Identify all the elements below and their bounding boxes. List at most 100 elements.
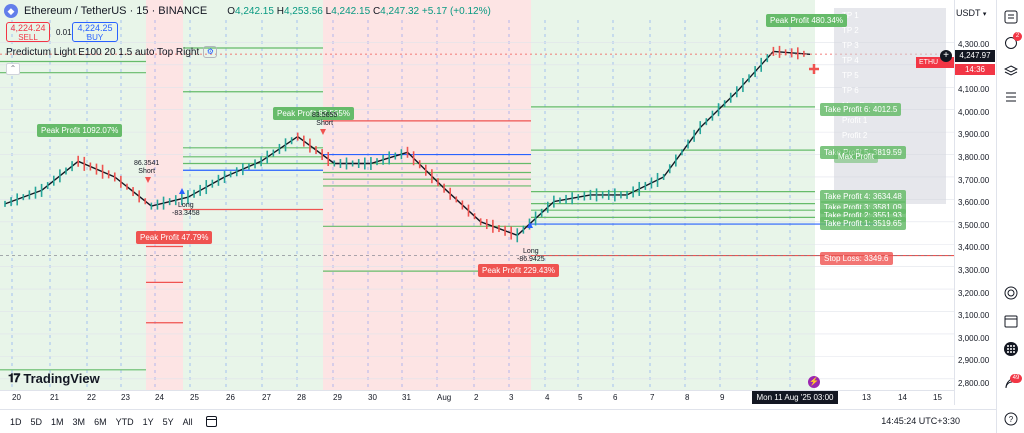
long-signal-label: Long -86.9425 [517, 248, 545, 263]
peak-profit-label: Peak Profit 47.79% [136, 231, 213, 244]
time-tick: 14 [898, 393, 907, 402]
sell-price: 4,224.24 [10, 23, 46, 33]
alerts-badge: 49 [1010, 374, 1022, 383]
target-icon[interactable] [1004, 286, 1018, 300]
range-3m-button[interactable]: 3M [72, 416, 86, 427]
price-tick: 3,800.00 [958, 153, 990, 162]
stop-loss-label: Stop Loss: 3349.6 [820, 252, 893, 265]
calendar-icon[interactable] [205, 416, 217, 427]
buy-label: BUY [86, 33, 104, 42]
regime-zone [183, 0, 323, 390]
tradingview-logo[interactable]: 𝟏𝟕 TradingView [8, 371, 100, 386]
layers-icon[interactable] [1004, 64, 1018, 78]
indicator-label[interactable]: Predictum Light E100 20 1.5 auto Top Rig… [6, 46, 200, 58]
price-tick: 3,000.00 [958, 333, 990, 343]
range-5d-button[interactable]: 5D [30, 416, 43, 427]
long-arrow-icon [527, 222, 533, 228]
short-arrow-icon [320, 129, 326, 135]
short-signal-label: 83.5655 Short [312, 112, 338, 127]
max-profit-label: Max Profit [834, 150, 879, 163]
price-tick: 3,500.00 [958, 220, 990, 230]
range-1m-button[interactable]: 1M [51, 416, 64, 427]
take-profit-1-label: Take Profit 1: 3519.65 [820, 217, 906, 230]
stats-row: TP 4 [842, 56, 859, 65]
currency-selector[interactable]: USDT ▾ [956, 8, 987, 18]
chart-area[interactable]: ◆ Ethereum / TetherUS · 15 · BINANCE O4,… [0, 0, 954, 405]
price-tick: 3,300.00 [958, 266, 990, 275]
stats-row: Profit 2 [842, 131, 868, 140]
short-signal-label: 86.3541 Short [134, 160, 160, 175]
symbol-tag: ETHU [916, 57, 954, 68]
regime-zone [531, 0, 815, 390]
event-lightning-icon[interactable]: ⚡ [808, 376, 820, 388]
time-tick: 5 [578, 393, 583, 402]
time-tick: 25 [190, 393, 199, 402]
range-1y-button[interactable]: 1Y [142, 416, 154, 427]
indicator-legend[interactable]: Predictum Light E100 20 1.5 auto Top Rig… [6, 46, 218, 58]
ohlc-readout: O4,242.15 H4,253.56 L4,242.15 C4,247.32 … [227, 5, 491, 17]
price-chart[interactable] [0, 0, 954, 390]
regime-zone [323, 0, 531, 390]
price-tick: 4,000.00 [958, 107, 990, 117]
stats-row: TP 1 [842, 11, 859, 20]
chevron-down-icon: ▾ [982, 11, 987, 18]
price-tick: 3,700.00 [958, 175, 990, 185]
ethereum-icon: ◆ [4, 4, 18, 18]
chat-icon[interactable] [1004, 36, 1018, 50]
time-tick: 31 [402, 393, 411, 402]
price-tick: 3,600.00 [958, 198, 990, 208]
time-tick: 15 [933, 393, 942, 402]
crosshair-plus-icon [809, 64, 819, 74]
notification-badge: 2 [1013, 32, 1022, 41]
peak-profit-label: Peak Profit 83.565% [273, 107, 354, 120]
stats-row: TP 6 [842, 86, 859, 95]
short-arrow-icon [145, 177, 151, 183]
settings-icon[interactable]: ⚙ [203, 46, 218, 58]
stats-row: Profit 1 [842, 116, 868, 125]
utc-clock[interactable]: 14:45:24 UTC+3:30 [881, 416, 960, 426]
range-5y-button[interactable]: 5Y [162, 416, 174, 427]
apps-grid-icon[interactable] [1004, 342, 1018, 356]
time-tick: 22 [87, 393, 96, 402]
collapse-legend-button[interactable]: ⌃ [6, 63, 20, 75]
stats-row: TP 3 [842, 41, 859, 50]
time-axis[interactable] [0, 390, 954, 405]
price-tick: 3,900.00 [958, 130, 990, 140]
time-tick: Aug [437, 393, 452, 402]
time-tick: 21 [50, 393, 59, 402]
bar-countdown: 14:36 [955, 64, 995, 75]
take-profit-6-label: Take Profit 6: 4012.5 [820, 103, 902, 116]
price-tick: 3,100.00 [958, 311, 990, 321]
time-tick: 7 [650, 393, 655, 402]
sell-button[interactable]: 4,224.24 SELL [6, 22, 50, 42]
calendar-grid-icon[interactable] [1004, 314, 1018, 328]
current-price-tag: 4,247.97 [955, 50, 995, 62]
stats-row: TP 5 [842, 71, 859, 80]
range-ytd-button[interactable]: YTD [115, 416, 134, 427]
range-1d-button[interactable]: 1D [10, 416, 22, 427]
spread-value: 0.01 [56, 28, 72, 37]
buy-price: 4,224.25 [77, 23, 113, 33]
time-tick: 29 [333, 393, 342, 402]
help-icon[interactable]: ? [1004, 412, 1018, 426]
watchlist-icon[interactable] [1004, 10, 1018, 24]
long-arrow-icon [179, 188, 185, 194]
price-tick: 4,100.00 [958, 85, 990, 95]
peak-profit-label: Peak Profit 480.34% [766, 14, 847, 27]
symbol-title[interactable]: Ethereum / TetherUS · 15 · BINANCE [24, 5, 208, 17]
add-plus-icon[interactable]: + [940, 50, 952, 62]
price-tick: 2,800.00 [958, 379, 990, 388]
right-sidebar: 2 49 ? [996, 0, 1024, 433]
price-tick: 2,900.00 [958, 356, 990, 366]
buy-button[interactable]: 4,224.25 BUY [72, 22, 118, 42]
range-all-button[interactable]: All [182, 416, 193, 427]
regime-zone [0, 0, 146, 390]
price-tick: 3,400.00 [958, 243, 990, 253]
list-icon[interactable] [1004, 90, 1018, 104]
bottom-toolbar: 1D 5D 1M 3M 6M YTD 1Y 5Y All 14:45:24 UT… [0, 409, 996, 433]
time-tick: 6 [613, 393, 618, 402]
sell-label: SELL [18, 33, 38, 42]
time-tick: 13 [862, 393, 871, 402]
time-tick: 30 [368, 393, 377, 402]
range-6m-button[interactable]: 6M [94, 416, 107, 427]
